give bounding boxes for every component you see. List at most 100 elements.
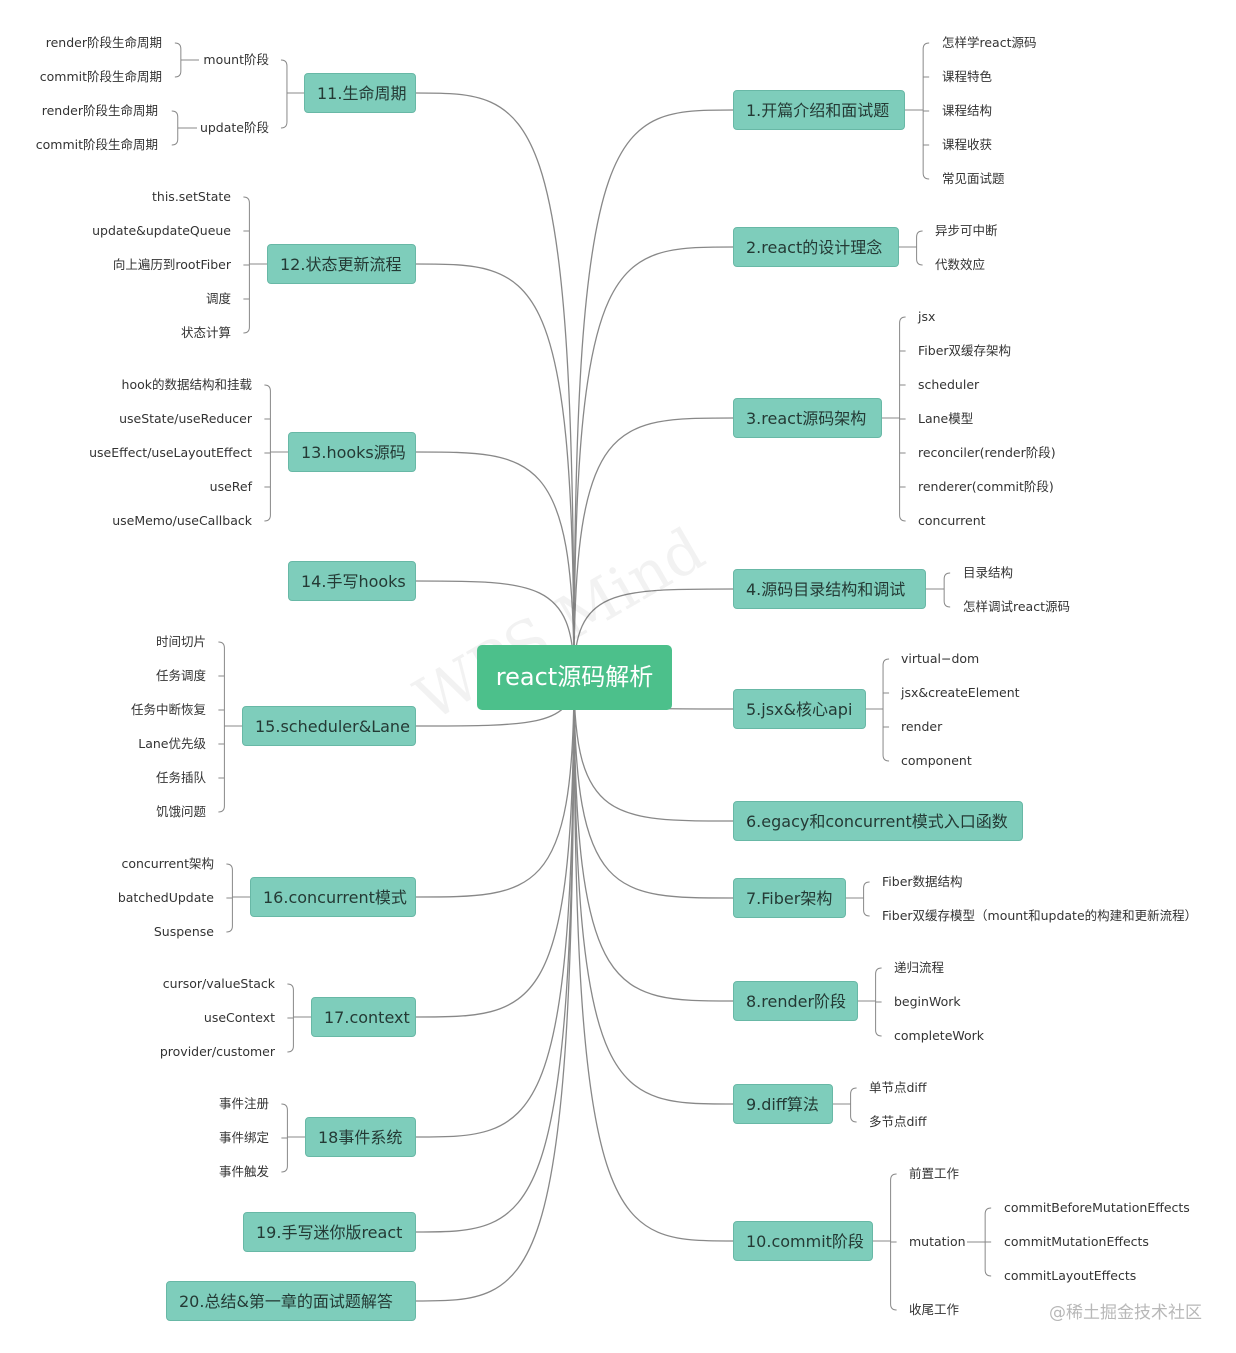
topic-5-bracket xyxy=(882,658,890,762)
sub-subtopic[interactable]: commitMutationEffects xyxy=(1004,1234,1149,1249)
subtopic[interactable]: hook的数据结构和挂载 xyxy=(121,377,252,392)
subtopic[interactable]: 多节点diff xyxy=(869,1114,927,1129)
subtopic[interactable]: 时间切片 xyxy=(155,634,206,649)
subtopic[interactable]: 前置工作 xyxy=(909,1166,960,1181)
subtopic[interactable]: useContext xyxy=(203,1010,275,1025)
branch-line-1 xyxy=(573,109,734,678)
subtopic[interactable]: 怎样调试react源码 xyxy=(963,599,1070,614)
branch-line-7 xyxy=(573,676,734,899)
branch-line-11 xyxy=(415,92,575,678)
subtopic[interactable]: mutation xyxy=(909,1234,966,1249)
topic-1[interactable]: 1.开篇介绍和面试题 xyxy=(733,90,905,130)
topic-14[interactable]: 14.手写hooks xyxy=(288,561,416,601)
subtopic[interactable]: provider/customer xyxy=(159,1044,275,1059)
subtopic[interactable]: 事件绑定 xyxy=(218,1130,269,1145)
subtopic[interactable]: 递归流程 xyxy=(894,960,945,975)
topic-11[interactable]: 11.生命周期 xyxy=(304,73,416,113)
topic-2[interactable]: 2.react的设计理念 xyxy=(733,227,899,267)
topic-20[interactable]: 20.总结&第一章的面试题解答 xyxy=(166,1281,416,1321)
topic-15-bracket xyxy=(218,641,225,813)
sub-subtopic[interactable]: commit阶段生命周期 xyxy=(35,137,158,152)
topic-3[interactable]: 3.react源码架构 xyxy=(733,398,882,438)
topic-8[interactable]: 8.render阶段 xyxy=(733,981,858,1021)
subtopic[interactable]: 目录结构 xyxy=(963,565,1014,580)
subtopic[interactable]: 单节点diff xyxy=(869,1080,927,1095)
subtopic[interactable]: update&updateQueue xyxy=(92,223,231,238)
subtopic-11-1-bracket xyxy=(174,42,182,78)
subtopic[interactable]: Fiber数据结构 xyxy=(882,874,963,889)
subtopic[interactable]: 调度 xyxy=(205,291,231,306)
subtopic[interactable]: useMemo/useCallback xyxy=(112,513,252,528)
sub-subtopic[interactable]: render阶段生命周期 xyxy=(41,103,158,118)
topic-6[interactable]: 6.egacy和concurrent模式入口函数 xyxy=(733,801,1023,841)
subtopic[interactable]: mount阶段 xyxy=(203,52,269,67)
subtopic[interactable]: 怎样学react源码 xyxy=(942,35,1037,50)
subtopic[interactable]: update阶段 xyxy=(199,120,269,135)
topic-9[interactable]: 9.diff算法 xyxy=(733,1084,833,1124)
branch-line-16 xyxy=(415,676,575,898)
subtopic[interactable]: concurrent xyxy=(918,513,986,528)
subtopic[interactable]: useRef xyxy=(209,479,252,494)
sub-subtopic[interactable]: commitBeforeMutationEffects xyxy=(1004,1200,1190,1215)
subtopic[interactable]: reconciler(render阶段) xyxy=(918,445,1056,460)
sub-subtopic[interactable]: render阶段生命周期 xyxy=(45,35,162,50)
subtopic[interactable]: 任务调度 xyxy=(155,668,206,683)
subtopic[interactable]: completeWork xyxy=(894,1028,985,1043)
subtopic[interactable]: jsx xyxy=(918,309,936,324)
subtopic[interactable]: Fiber双缓存模型（mount和update的构建和更新流程） xyxy=(882,908,1198,923)
topic-7[interactable]: 7.Fiber架构 xyxy=(733,878,846,918)
subtopic[interactable]: 收尾工作 xyxy=(909,1302,960,1317)
topic-13[interactable]: 13.hooks源码 xyxy=(288,432,416,472)
subtopic[interactable]: 课程收获 xyxy=(942,137,993,152)
branch-line-19 xyxy=(415,676,575,1233)
subtopic[interactable]: render xyxy=(901,719,943,734)
subtopic[interactable]: scheduler xyxy=(918,377,980,392)
topic-7-bracket xyxy=(863,881,870,917)
topic-16[interactable]: 16.concurrent模式 xyxy=(250,877,416,917)
subtopic[interactable]: Suspense xyxy=(153,924,214,939)
subtopic[interactable]: 事件注册 xyxy=(218,1096,269,1111)
subtopic[interactable]: batchedUpdate xyxy=(117,890,214,905)
subtopic[interactable]: 任务插队 xyxy=(155,770,206,785)
topic-5[interactable]: 5.jsx&核心api xyxy=(733,689,866,729)
topic-15[interactable]: 15.scheduler&Lane xyxy=(242,706,416,746)
topic-2-bracket xyxy=(916,230,923,266)
topic-12[interactable]: 12.状态更新流程 xyxy=(267,244,416,284)
topic-18[interactable]: 18事件系统 xyxy=(305,1117,416,1157)
branch-line-8 xyxy=(573,676,734,1002)
subtopic[interactable]: 状态计算 xyxy=(180,325,231,340)
subtopic[interactable]: 异步可中断 xyxy=(935,223,998,238)
sub-subtopic[interactable]: commitLayoutEffects xyxy=(1004,1268,1137,1283)
branch-line-10 xyxy=(573,676,734,1242)
sub-subtopic[interactable]: commit阶段生命周期 xyxy=(39,69,162,84)
topic-4[interactable]: 4.源码目录结构和调试 xyxy=(733,569,926,609)
subtopic[interactable]: useEffect/useLayoutEffect xyxy=(89,445,252,460)
subtopic[interactable]: 向上遍历到rootFiber xyxy=(112,257,231,272)
central-topic[interactable]: react源码解析 xyxy=(477,645,672,710)
subtopic[interactable]: 任务中断恢复 xyxy=(130,702,206,717)
subtopic[interactable]: 代数效应 xyxy=(935,257,986,272)
subtopic[interactable]: 课程结构 xyxy=(942,103,993,118)
branch-line-12 xyxy=(415,263,575,678)
subtopic[interactable]: component xyxy=(901,753,972,768)
subtopic[interactable]: virtual−dom xyxy=(901,651,980,666)
topic-10[interactable]: 10.commit阶段 xyxy=(733,1221,873,1261)
subtopic[interactable]: 课程特色 xyxy=(942,69,993,84)
subtopic[interactable]: Fiber双缓存架构 xyxy=(918,343,1012,358)
branch-line-2 xyxy=(573,246,734,678)
subtopic[interactable]: Lane优先级 xyxy=(138,736,206,751)
subtopic[interactable]: beginWork xyxy=(894,994,961,1009)
subtopic[interactable]: useState/useReducer xyxy=(119,411,252,426)
topic-19[interactable]: 19.手写迷你版react xyxy=(243,1212,416,1252)
subtopic[interactable]: this.setState xyxy=(152,189,231,204)
subtopic[interactable]: renderer(commit阶段) xyxy=(918,479,1054,494)
subtopic[interactable]: cursor/valueStack xyxy=(162,976,275,991)
subtopic[interactable]: concurrent架构 xyxy=(121,856,214,871)
subtopic[interactable]: Lane模型 xyxy=(918,411,974,426)
subtopic[interactable]: 常见面试题 xyxy=(942,171,1005,186)
subtopic[interactable]: 事件触发 xyxy=(218,1164,269,1179)
topic-17[interactable]: 17.context xyxy=(311,997,416,1037)
subtopic[interactable]: jsx&createElement xyxy=(901,685,1020,700)
branch-line-18 xyxy=(415,676,575,1138)
subtopic[interactable]: 饥饿问题 xyxy=(155,804,206,819)
